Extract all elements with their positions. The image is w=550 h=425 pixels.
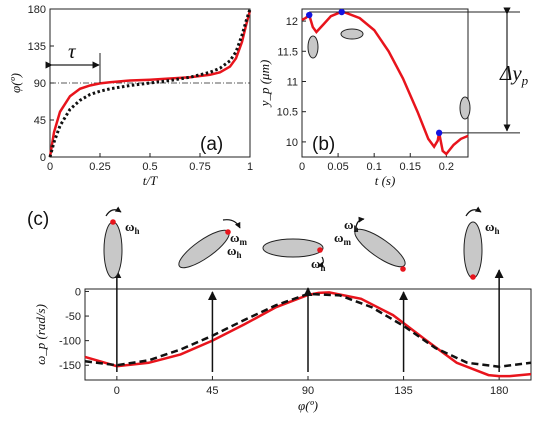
panel-c-xlabel: φ(º) bbox=[298, 398, 318, 413]
diagram-dot-0 bbox=[110, 219, 116, 225]
panel-a-tau-label: τ bbox=[68, 39, 77, 63]
panel-b-delta-label: Δyp bbox=[499, 61, 529, 88]
panel-c-ytick-label: 0 bbox=[75, 286, 81, 298]
panel-c-xtick-label: 180 bbox=[490, 385, 508, 397]
panel-c-series-0 bbox=[84, 291, 532, 378]
panel-b-inset-ellipse-1 bbox=[307, 35, 319, 59]
panel-b-xtick-label: 0.15 bbox=[400, 161, 421, 173]
panel-a-ytick-label: 0 bbox=[40, 152, 46, 164]
panel-b-ytick-label: 10 bbox=[286, 137, 298, 149]
panel-b-xtick-label: 0.05 bbox=[327, 161, 348, 173]
panel-a-tag: (a) bbox=[200, 134, 223, 155]
panel-a-ylabel: φ(º) bbox=[8, 73, 23, 93]
panel-c-ylabel: ω_p (rad/s) bbox=[33, 304, 48, 365]
diagram-ellipse-4 bbox=[463, 221, 483, 279]
panel-c-xtick-label: 135 bbox=[394, 385, 412, 397]
diagram-ellipse-1 bbox=[178, 229, 230, 269]
diagram-omega-h-0: ωh bbox=[125, 219, 140, 236]
panel-c-tag: (c) bbox=[27, 209, 49, 230]
panel-c-xtick-label: 45 bbox=[206, 385, 218, 397]
diagram-rotation-arrow-4 bbox=[465, 206, 482, 217]
panel-b: 0 0.05 0.1 0.15 0.2 10 10.5 11 11.5 12 t (s) y_p (μ… bbox=[257, 7, 520, 188]
panel-b-xtick-label: 0.1 bbox=[367, 161, 382, 173]
panel-a-xlabel: t/T bbox=[143, 173, 158, 188]
panel-c-ytick-label: -50 bbox=[65, 311, 81, 323]
panel-b-series-0 bbox=[301, 10, 469, 156]
panel-b-xtick-label: 0.2 bbox=[439, 161, 454, 173]
diagram-ellipse-2 bbox=[262, 238, 324, 258]
panel-c-ytick-label: -100 bbox=[59, 336, 81, 348]
panel-b-ytick-label: 12 bbox=[286, 16, 298, 28]
panel-c-xtick-label: 0 bbox=[114, 385, 120, 397]
diagram-dot-2 bbox=[317, 247, 323, 253]
panel-b-inset-ellipse-3 bbox=[459, 96, 471, 120]
diagram-omega-h-3: ωh bbox=[344, 217, 359, 234]
diagram-omega-h-4: ωh bbox=[485, 219, 500, 236]
panel-b-xtick-label: 0 bbox=[299, 161, 305, 173]
diagram-rotation-arrow-0 bbox=[105, 206, 122, 217]
panel-a-xtick-label: 0 bbox=[47, 161, 53, 173]
panel-b-ytick-label: 11 bbox=[287, 76, 298, 88]
diagram-dot-1 bbox=[225, 229, 231, 235]
diagram-ellipse-0 bbox=[103, 221, 123, 279]
panel-a-xtick-label: 1 bbox=[247, 161, 253, 173]
panel-b-frame bbox=[301, 8, 469, 158]
panel-c-xtick-label: 90 bbox=[302, 385, 314, 397]
panel-b-xlabel: t (s) bbox=[375, 173, 396, 188]
panel-a-ytick-label: 135 bbox=[28, 41, 46, 53]
diagram-omega-m-3: ωm bbox=[334, 230, 352, 247]
panel-b-ylabel: y_p (μm) bbox=[257, 60, 272, 109]
panel-b-ytick-label: 10.5 bbox=[277, 107, 298, 119]
diagram-rotation-arrow-2 bbox=[317, 256, 324, 268]
panel-c-ytick-label: -150 bbox=[59, 360, 81, 372]
panel-b-ytick-label: 11.5 bbox=[277, 46, 298, 58]
panel-c: 0 45 90 135 180 -150 -100 -50 0 φ(º) ω_p (rad/s) bbox=[33, 269, 532, 413]
diagram-dot-3 bbox=[400, 266, 406, 272]
panel-a-ytick-label: 180 bbox=[28, 4, 46, 16]
panel-b-marker-0 bbox=[306, 11, 313, 19]
diagram-ellipse-3 bbox=[354, 228, 406, 268]
diagram-rotation-arrow-1 bbox=[222, 219, 241, 229]
panel-a: 0 0.25 0.5 0.75 1 0 45 90 135 180 t/T φ(º) bbox=[8, 4, 253, 188]
panel-a-series-1 bbox=[48, 8, 252, 158]
panel-a-xtick-label: 0.5 bbox=[142, 161, 157, 173]
diagram-rotation-arrow-3 bbox=[355, 216, 365, 233]
panel-b-tag: (b) bbox=[312, 134, 335, 155]
diagram-dot-4 bbox=[470, 274, 476, 280]
panel-b-inset-ellipse-2 bbox=[340, 28, 364, 40]
panel-a-xtick-label: 0.75 bbox=[189, 161, 210, 173]
panel-a-series-0 bbox=[48, 10, 252, 158]
panel-b-marker-1 bbox=[338, 8, 345, 16]
panel-b-marker-2 bbox=[435, 129, 443, 137]
panel-a-xtick-label: 0.25 bbox=[89, 161, 110, 173]
panel-a-ytick-label: 90 bbox=[34, 78, 46, 90]
panel-a-ytick-label: 45 bbox=[34, 115, 46, 127]
